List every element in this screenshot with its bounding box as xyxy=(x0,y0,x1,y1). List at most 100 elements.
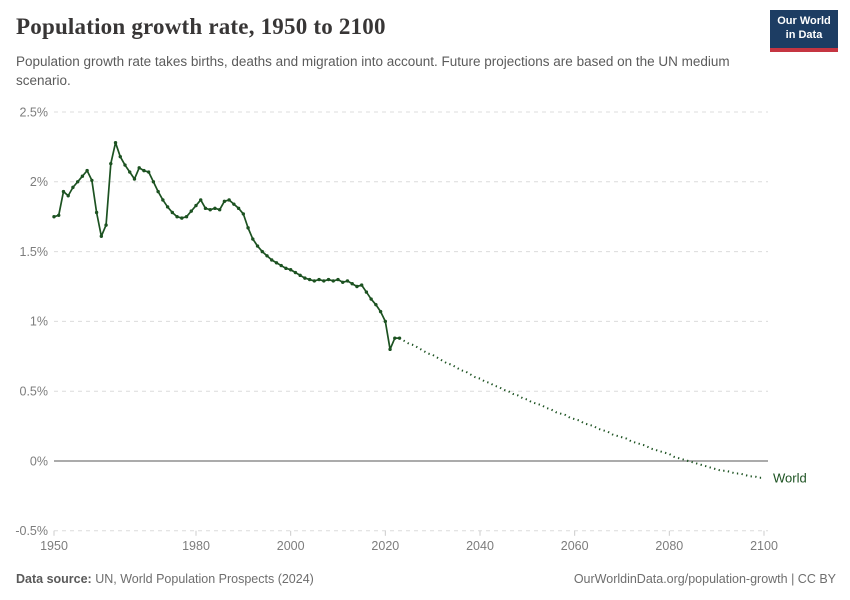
data-point xyxy=(213,206,217,211)
x-tick-label: 1950 xyxy=(40,539,68,553)
data-point xyxy=(175,215,179,219)
data-point xyxy=(85,168,89,173)
y-tick-label: -0.5% xyxy=(15,524,48,538)
data-point xyxy=(284,266,288,271)
data-point xyxy=(128,170,132,174)
data-point xyxy=(355,284,359,289)
data-point xyxy=(298,273,302,278)
data-point xyxy=(326,277,331,282)
data-point xyxy=(359,283,364,287)
data-point xyxy=(90,178,94,183)
data-point xyxy=(161,198,165,202)
data-source: Data source: UN, World Population Prospe… xyxy=(16,572,314,586)
data-point xyxy=(189,209,193,213)
y-tick-label: 0% xyxy=(30,454,48,468)
data-point xyxy=(303,276,307,280)
data-point xyxy=(236,206,241,211)
y-tick-label: 2.5% xyxy=(20,105,49,119)
data-point xyxy=(75,180,80,184)
x-tick-label: 2000 xyxy=(277,539,305,553)
data-point xyxy=(374,302,378,307)
data-point xyxy=(99,234,104,238)
data-point xyxy=(312,279,317,283)
data-point xyxy=(274,261,279,265)
data-point xyxy=(227,198,231,202)
data-point xyxy=(109,161,113,166)
data-point xyxy=(61,189,66,194)
series-label: World xyxy=(773,470,807,485)
x-tick-label: 2020 xyxy=(371,539,399,553)
data-point xyxy=(279,263,283,268)
data-point xyxy=(80,174,85,178)
footer-link[interactable]: OurWorldinData.org/population-growth | C… xyxy=(573,572,836,586)
data-point xyxy=(293,270,298,275)
owid-logo-line2: in Data xyxy=(785,29,823,41)
data-point xyxy=(184,215,189,219)
y-tick-label: 1% xyxy=(30,315,48,329)
chart-subtitle: Population growth rate takes births, dea… xyxy=(16,54,730,89)
data-point xyxy=(208,208,212,212)
x-tick-label: 2040 xyxy=(466,539,494,553)
y-tick-label: 2% xyxy=(30,175,48,189)
data-point xyxy=(317,277,321,282)
data-point xyxy=(194,203,198,208)
data-point xyxy=(241,212,246,216)
data-point xyxy=(232,202,236,206)
data-point xyxy=(270,258,274,262)
data-point xyxy=(113,141,118,145)
x-tick-label: 2080 xyxy=(655,539,683,553)
y-tick-label: 0.5% xyxy=(20,385,49,399)
data-point xyxy=(217,208,222,212)
data-point xyxy=(165,205,170,209)
x-tick-label: 1980 xyxy=(182,539,210,553)
data-point xyxy=(151,180,156,184)
data-point xyxy=(350,282,354,286)
x-tick-label: 2060 xyxy=(561,539,589,553)
data-point xyxy=(265,254,269,258)
data-point xyxy=(260,249,264,254)
data-point xyxy=(388,347,392,352)
data-point xyxy=(142,168,146,173)
owid-logo: Our World in Data xyxy=(770,10,838,52)
owid-logo-line1: Our World xyxy=(777,15,831,28)
data-point xyxy=(180,216,184,220)
data-point xyxy=(393,336,397,340)
data-point xyxy=(199,198,203,202)
data-point xyxy=(341,280,345,285)
x-tick-label: 2100 xyxy=(750,539,778,553)
y-tick-label: 1.5% xyxy=(20,245,49,259)
data-point xyxy=(378,309,383,314)
data-point xyxy=(123,163,127,167)
data-point xyxy=(52,215,56,219)
data-point xyxy=(118,154,122,159)
data-point xyxy=(364,290,369,294)
data-point xyxy=(307,277,312,282)
data-point xyxy=(203,206,208,211)
data-point xyxy=(345,279,350,283)
data-point xyxy=(94,210,99,215)
data-source-label: Data source: xyxy=(16,572,92,586)
data-point xyxy=(156,189,160,194)
chart-footer: Data source: UN, World Population Prospe… xyxy=(16,572,836,586)
data-point xyxy=(246,226,250,230)
data-point xyxy=(132,177,137,181)
data-point xyxy=(137,166,141,170)
data-point xyxy=(369,297,373,301)
data-point xyxy=(251,237,255,241)
data-point xyxy=(146,170,151,174)
data-point xyxy=(322,279,326,283)
data-point xyxy=(383,319,388,324)
data-point xyxy=(66,194,70,198)
data-point xyxy=(57,213,61,217)
data-point xyxy=(288,268,293,272)
data-source-value: UN, World Population Prospects (2024) xyxy=(91,572,314,586)
data-point xyxy=(222,199,227,204)
page-title: Population growth rate, 1950 to 2100 xyxy=(16,14,386,39)
observed-line xyxy=(53,141,400,351)
data-point xyxy=(331,279,335,283)
data-point xyxy=(336,277,340,282)
projected-line xyxy=(399,337,764,479)
